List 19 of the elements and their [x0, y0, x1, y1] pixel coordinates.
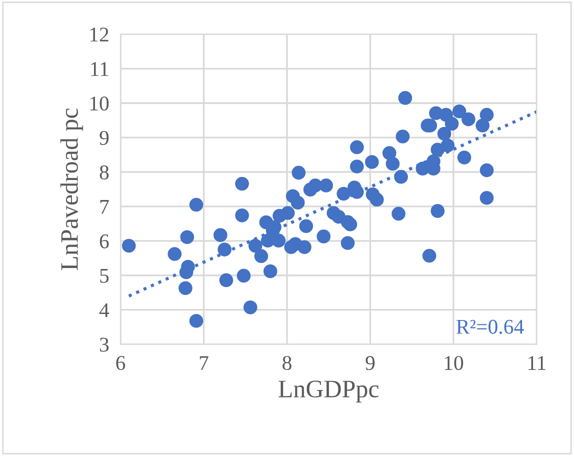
y-tick-label: 10: [90, 96, 109, 111]
x-tick-label: 8: [282, 356, 292, 370]
y-tick-label: 12: [90, 28, 108, 42]
y-tick-label: 7: [100, 200, 109, 214]
y-tick-label: 4: [99, 303, 110, 318]
y-tick-label: 8: [100, 165, 109, 180]
x-tick-label: 6: [116, 356, 126, 370]
y-tick-label: 11: [91, 62, 108, 76]
annotation: R²=0.64: [456, 320, 524, 334]
x-tick-label: 9: [366, 356, 375, 370]
x-tick-label: 7: [200, 356, 208, 370]
x-tick-label: 11: [528, 356, 546, 370]
y-axis-title: LnPavedroad pc: [60, 108, 84, 270]
x-tick-label: 10: [444, 356, 464, 370]
x-axis-title: LnGDPpc: [278, 380, 379, 403]
y-tick-label: 9: [100, 130, 109, 145]
y-tick-label: 3: [100, 338, 109, 352]
y-tick-label: 6: [100, 234, 109, 248]
y-tick-label: 5: [100, 268, 109, 283]
